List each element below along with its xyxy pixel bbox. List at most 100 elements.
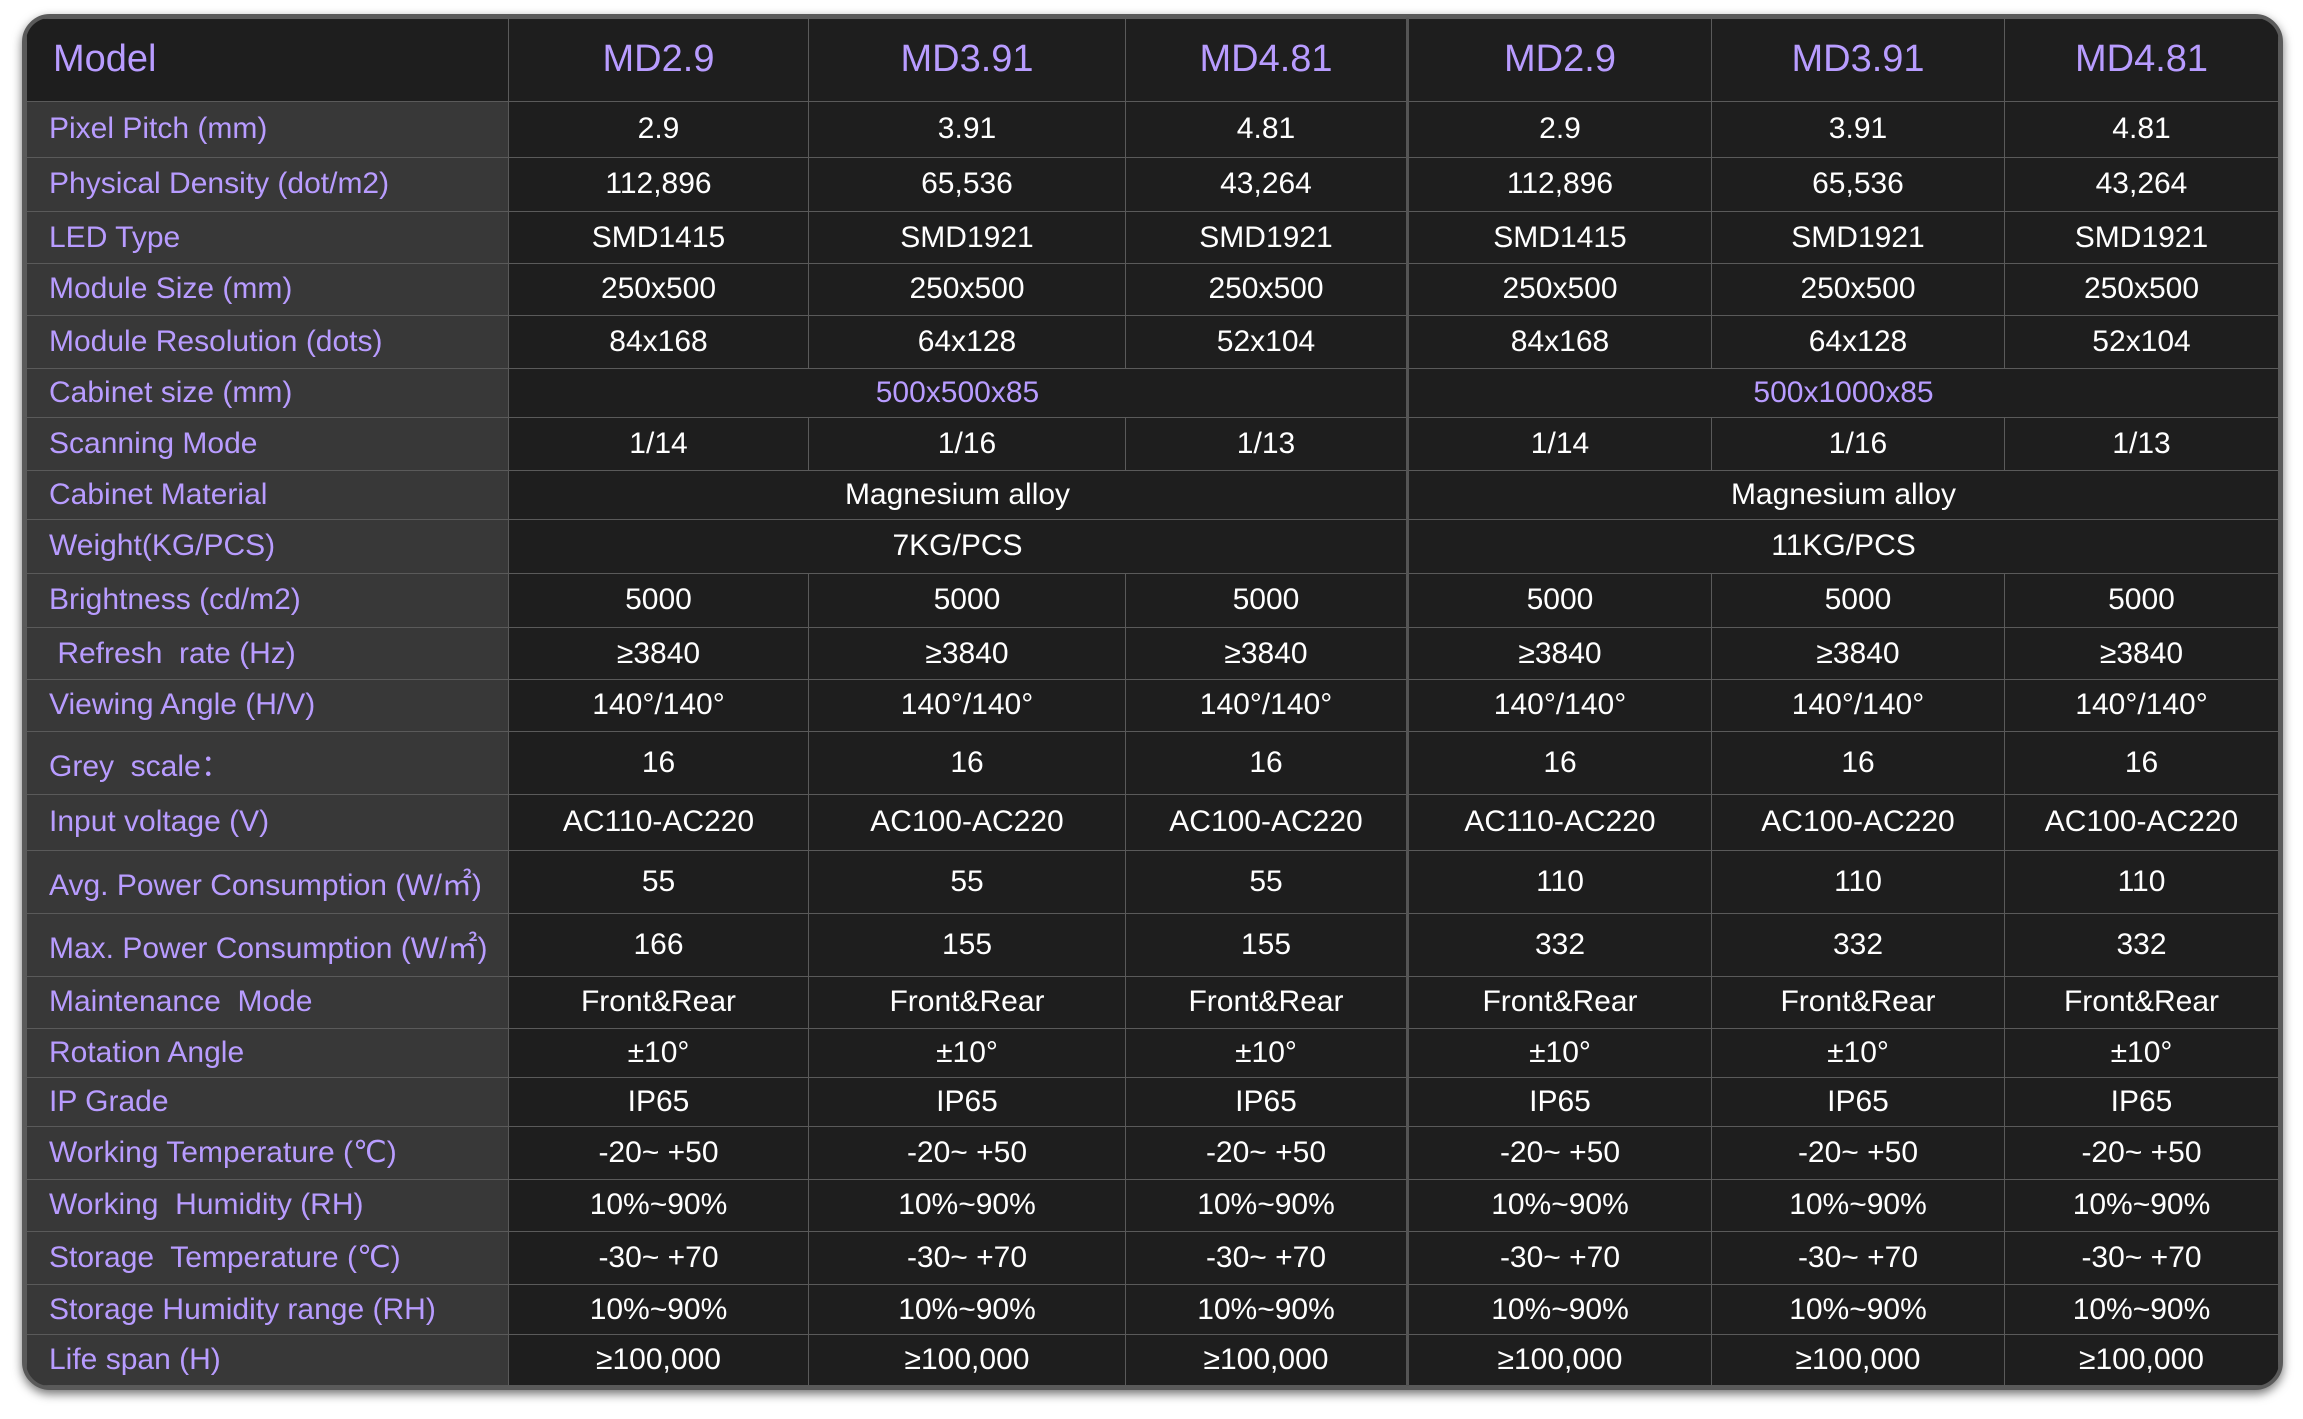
value-cell: 140°/140° bbox=[508, 678, 809, 732]
value-cell: AC110-AC220 bbox=[508, 793, 809, 851]
value-cell: -20~ +50 bbox=[1125, 1125, 1408, 1180]
header-model-3: MD4.81 bbox=[1125, 18, 1408, 102]
merged-cell: Magnesium alloy bbox=[508, 470, 1408, 521]
value-cell: 52x104 bbox=[1125, 314, 1408, 370]
value-cell: 3.91 bbox=[1711, 100, 2005, 158]
table-row: Module Size (mm) 250x500 250x500 250x500 250… bbox=[26, 263, 2279, 316]
value-cell: 16 bbox=[1125, 730, 1408, 795]
value-cell: 84x168 bbox=[1406, 314, 1712, 370]
table-row: Cabinet Material Magnesium alloy Magnesium… bbox=[26, 470, 2279, 521]
table-row: Storage Humidity range (RH) 10%~90% 10%~90… bbox=[26, 1283, 2279, 1336]
value-cell: 332 bbox=[1711, 912, 2005, 977]
value-cell: 250x500 bbox=[508, 263, 809, 316]
header-model-1: MD2.9 bbox=[508, 18, 809, 102]
merged-cell: 500x500x85 bbox=[508, 368, 1408, 419]
value-cell: AC100-AC220 bbox=[1711, 793, 2005, 851]
value-cell: ≥3840 bbox=[1125, 627, 1408, 680]
row-label: Maintenance Mode bbox=[26, 975, 509, 1029]
row-label: Input voltage (V) bbox=[26, 793, 509, 851]
value-cell: -20~ +50 bbox=[1711, 1125, 2005, 1180]
value-cell: 43,264 bbox=[1125, 156, 1408, 213]
value-cell: 1/14 bbox=[508, 417, 809, 472]
value-cell: Front&Rear bbox=[1125, 975, 1408, 1029]
value-cell: ≥100,000 bbox=[508, 1334, 809, 1386]
value-cell: 16 bbox=[508, 730, 809, 795]
value-cell: 65,536 bbox=[808, 156, 1126, 213]
value-cell: IP65 bbox=[808, 1076, 1126, 1127]
value-cell: 155 bbox=[808, 912, 1126, 977]
value-cell: 64x128 bbox=[1711, 314, 2005, 370]
value-cell: 5000 bbox=[1711, 572, 2005, 629]
value-cell: 112,896 bbox=[1406, 156, 1712, 213]
header-model-6: MD4.81 bbox=[2004, 18, 2279, 102]
value-cell: ≥3840 bbox=[808, 627, 1126, 680]
value-cell: ±10° bbox=[1125, 1027, 1408, 1078]
table-row: Maintenance Mode Front&Rear Front&Rear Fron… bbox=[26, 975, 2279, 1029]
table-row: Avg. Power Consumption (W/㎡) 55 55 55 110 110… bbox=[26, 849, 2279, 914]
value-cell: 112,896 bbox=[508, 156, 809, 213]
value-cell: ≥100,000 bbox=[1406, 1334, 1712, 1386]
value-cell: SMD1921 bbox=[1125, 211, 1408, 265]
value-cell: Front&Rear bbox=[1406, 975, 1712, 1029]
row-label: Module Resolution (dots) bbox=[26, 314, 509, 370]
value-cell: 10%~90% bbox=[1125, 1283, 1408, 1336]
value-cell: 140°/140° bbox=[808, 678, 1126, 732]
row-label: Refresh rate (Hz) bbox=[26, 627, 509, 680]
row-label: Cabinet Material bbox=[26, 470, 509, 521]
value-cell: 16 bbox=[1711, 730, 2005, 795]
value-cell: 52x104 bbox=[2004, 314, 2279, 370]
value-cell: 140°/140° bbox=[2004, 678, 2279, 732]
value-cell: ≥100,000 bbox=[808, 1334, 1126, 1386]
header-row: Model MD2.9 MD3.91 MD4.81 MD2.9 MD3.91 M… bbox=[26, 18, 2279, 102]
value-cell: 332 bbox=[1406, 912, 1712, 977]
value-cell: 10%~90% bbox=[2004, 1178, 2279, 1232]
value-cell: -30~ +70 bbox=[1406, 1230, 1712, 1285]
value-cell: 4.81 bbox=[1125, 100, 1408, 158]
value-cell: 55 bbox=[508, 849, 809, 914]
table-row: Max. Power Consumption (W/㎡) 166 155 155 332… bbox=[26, 912, 2279, 977]
value-cell: AC110-AC220 bbox=[1406, 793, 1712, 851]
value-cell: -20~ +50 bbox=[808, 1125, 1126, 1180]
value-cell: AC100-AC220 bbox=[1125, 793, 1408, 851]
merged-cell: 500x1000x85 bbox=[1406, 368, 2279, 419]
value-cell: 332 bbox=[2004, 912, 2279, 977]
row-label: Scanning Mode bbox=[26, 417, 509, 472]
merged-cell: 11KG/PCS bbox=[1406, 519, 2279, 574]
value-cell: -30~ +70 bbox=[1125, 1230, 1408, 1285]
value-cell: -20~ +50 bbox=[2004, 1125, 2279, 1180]
value-cell: -30~ +70 bbox=[1711, 1230, 2005, 1285]
spec-table-frame: Model MD2.9 MD3.91 MD4.81 MD2.9 MD3.91 M… bbox=[22, 14, 2283, 1390]
value-cell: Front&Rear bbox=[508, 975, 809, 1029]
value-cell: ±10° bbox=[1711, 1027, 2005, 1078]
table-row: Storage Temperature (℃) -30~ +70 -30~ +70-… bbox=[26, 1230, 2279, 1285]
header-model-label: Model bbox=[26, 18, 509, 102]
header-model-2: MD3.91 bbox=[808, 18, 1126, 102]
value-cell: 250x500 bbox=[1406, 263, 1712, 316]
value-cell: Front&Rear bbox=[1711, 975, 2005, 1029]
value-cell: 140°/140° bbox=[1711, 678, 2005, 732]
value-cell: ≥100,000 bbox=[1125, 1334, 1408, 1386]
value-cell: SMD1921 bbox=[1711, 211, 2005, 265]
value-cell: 1/13 bbox=[1125, 417, 1408, 472]
value-cell: 10%~90% bbox=[2004, 1283, 2279, 1336]
row-label: Rotation Angle bbox=[26, 1027, 509, 1078]
value-cell: 3.91 bbox=[808, 100, 1126, 158]
row-label: LED Type bbox=[26, 211, 509, 265]
value-cell: 10%~90% bbox=[508, 1283, 809, 1336]
row-label: Life span (H) bbox=[26, 1334, 509, 1386]
header-model-5: MD3.91 bbox=[1711, 18, 2005, 102]
value-cell: -30~ +70 bbox=[508, 1230, 809, 1285]
value-cell: 10%~90% bbox=[1406, 1283, 1712, 1336]
table-row: Cabinet size (mm) 500x500x85 500x1000x85 bbox=[26, 368, 2279, 419]
row-label: Grey scale： bbox=[26, 730, 509, 795]
row-label: Cabinet size (mm) bbox=[26, 368, 509, 419]
table-row: Module Resolution (dots) 84x168 64x128 52x1… bbox=[26, 314, 2279, 370]
value-cell: SMD1415 bbox=[508, 211, 809, 265]
table-row: Viewing Angle (H/V) 140°/140° 140°/140° 140… bbox=[26, 678, 2279, 732]
table-row: Weight(KG/PCS) 7KG/PCS 11KG/PCS bbox=[26, 519, 2279, 574]
value-cell: 10%~90% bbox=[1711, 1283, 2005, 1336]
table-row: IP Grade IP65 IP65 IP65 IP65 IP65 IP65 bbox=[26, 1076, 2279, 1127]
row-label: Pixel Pitch (mm) bbox=[26, 100, 509, 158]
row-label: Brightness (cd/m2) bbox=[26, 572, 509, 629]
table-row: Grey scale： 16 16 16 16 16 16 bbox=[26, 730, 2279, 795]
